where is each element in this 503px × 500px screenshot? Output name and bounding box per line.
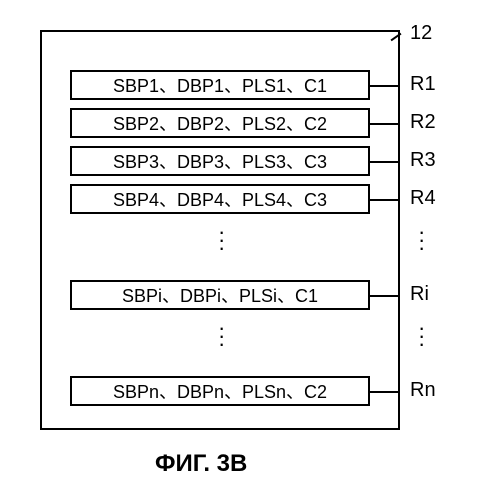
- row-label: R1: [410, 73, 436, 96]
- record-row: SBP4、DBP4、PLS4、C3: [70, 184, 370, 214]
- record-text: SBP2、DBP2、PLS2、C2: [113, 110, 327, 136]
- row-label: Ri: [410, 283, 429, 306]
- row-tick: [370, 391, 400, 393]
- record-text: SBPi、DBPi、PLSi、C1: [122, 282, 318, 308]
- row-tick: [370, 85, 400, 87]
- row-label: R3: [410, 149, 436, 172]
- row-tick: [370, 161, 400, 163]
- row-label: Rn: [410, 379, 436, 402]
- figure-caption: ФИГ. 3В: [155, 450, 247, 478]
- record-text: SBP1、DBP1、PLS1、C1: [113, 72, 327, 98]
- vdots-icon: ···: [218, 228, 225, 252]
- record-row: SBP2、DBP2、PLS2、C2: [70, 108, 370, 138]
- row-tick: [370, 199, 400, 201]
- record-row: SBPn、DBPn、PLSn、C2: [70, 376, 370, 406]
- row-label: R2: [410, 111, 436, 134]
- vdots-icon: ···: [218, 324, 225, 348]
- vdots-icon: ···: [418, 228, 425, 252]
- row-tick: [370, 123, 400, 125]
- record-row: SBP3、DBP3、PLS3、C3: [70, 146, 370, 176]
- vdots-icon: ···: [418, 324, 425, 348]
- record-row: SBPi、DBPi、PLSi、C1: [70, 280, 370, 310]
- row-label: R4: [410, 187, 436, 210]
- row-tick: [370, 295, 400, 297]
- record-row: SBP1、DBP1、PLS1、C1: [70, 70, 370, 100]
- record-text: SBPn、DBPn、PLSn、C2: [113, 378, 327, 404]
- record-text: SBP4、DBP4、PLS4、C3: [113, 186, 327, 212]
- record-text: SBP3、DBP3、PLS3、C3: [113, 148, 327, 174]
- block-ref-number: 12: [410, 22, 432, 45]
